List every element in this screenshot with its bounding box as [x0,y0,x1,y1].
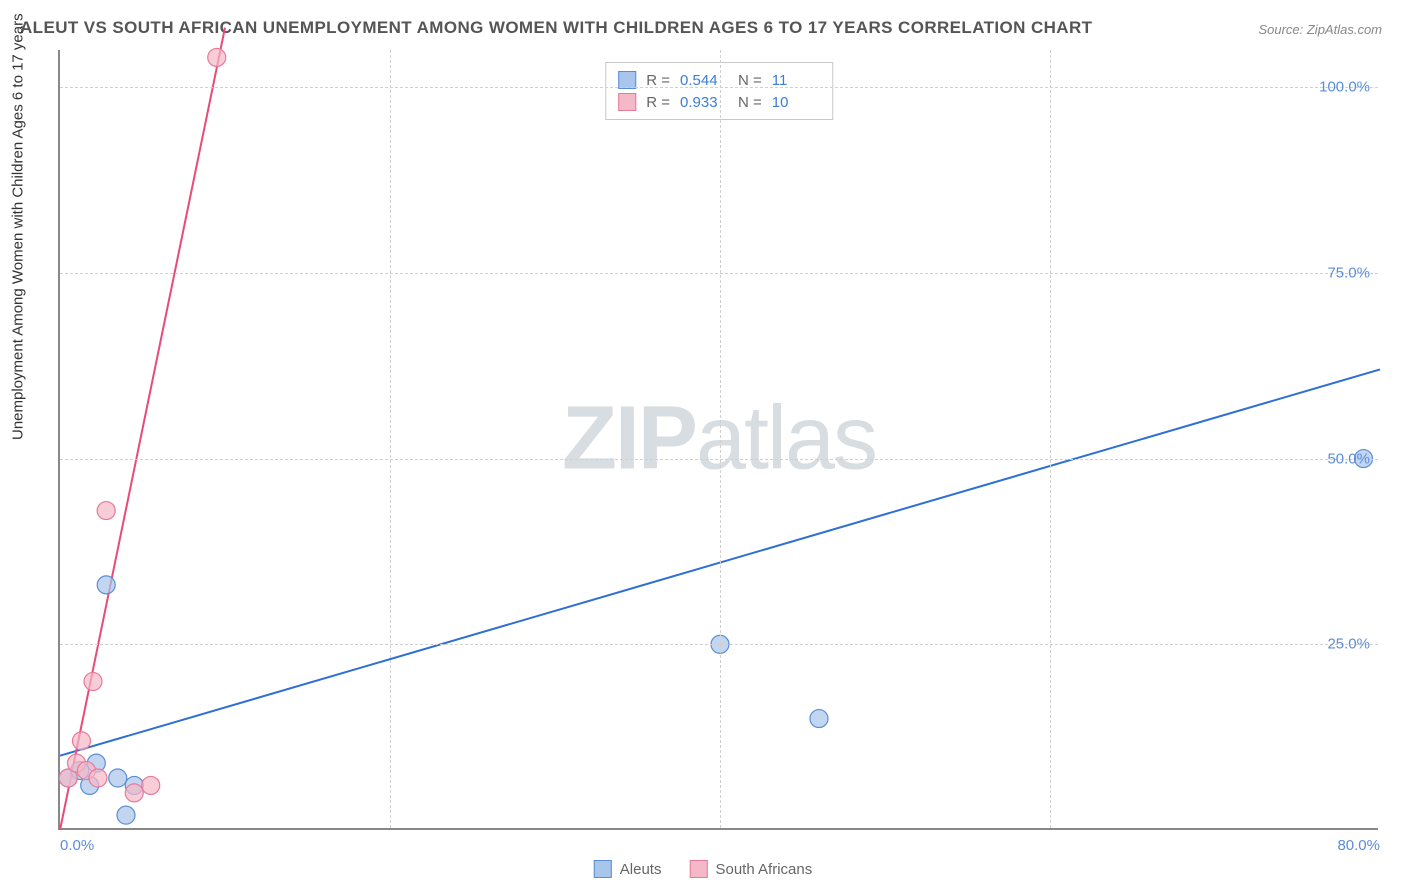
source-credit: Source: ZipAtlas.com [1258,22,1382,37]
chart-title: ALEUT VS SOUTH AFRICAN UNEMPLOYMENT AMON… [20,18,1092,38]
legend-item-aleuts: Aleuts [594,860,662,878]
n-value: 11 [772,72,820,89]
ytick-label: 50.0% [1327,450,1370,467]
r-label: R = [646,94,670,111]
n-label: N = [738,94,762,111]
r-label: R = [646,72,670,89]
xtick-label: 80.0% [1337,837,1380,854]
ytick-label: 75.0% [1327,264,1370,281]
n-label: N = [738,72,762,89]
swatch-aleuts-icon [594,860,612,878]
legend-label: South Africans [715,861,812,878]
swatch-south-africans [618,93,636,111]
bottom-legend: Aleuts South Africans [594,860,812,878]
xtick-label: 0.0% [60,837,94,854]
stat-legend: R = 0.544 N = 11 R = 0.933 N = 10 [605,62,833,120]
swatch-south-africans-icon [689,860,707,878]
ytick-label: 25.0% [1327,636,1370,653]
n-value: 10 [772,94,820,111]
ytick-label: 100.0% [1319,79,1370,96]
legend-item-south-africans: South Africans [689,860,812,878]
stat-row-south-africans: R = 0.933 N = 10 [618,91,820,113]
plot-area: ZIPatlas R = 0.544 N = 11 R = 0.933 N = … [58,50,1378,830]
legend-label: Aleuts [620,861,662,878]
y-axis-label: Unemployment Among Women with Children A… [10,13,27,440]
